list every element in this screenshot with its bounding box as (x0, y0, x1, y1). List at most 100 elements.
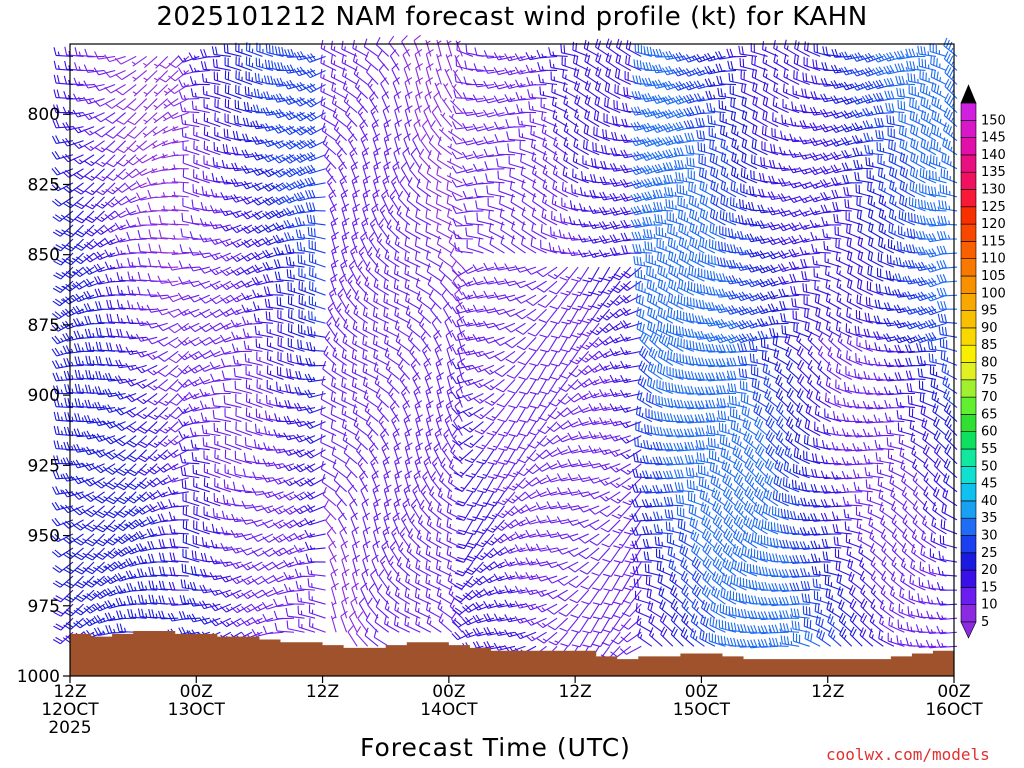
wind-barb (287, 337, 305, 352)
wind-barb (114, 572, 137, 582)
wind-barb (920, 123, 937, 142)
wind-barb (494, 121, 516, 130)
wind-barb (163, 84, 179, 96)
wind-barb (104, 587, 126, 597)
wind-barb (535, 463, 558, 472)
wind-barb (388, 35, 400, 57)
wind-barb (483, 350, 505, 360)
wind-barb (201, 73, 221, 86)
wind-barb (252, 104, 273, 114)
wind-barb (556, 561, 579, 571)
wind-barb (331, 601, 337, 619)
wind-barb (209, 602, 232, 612)
wind-barb (558, 603, 579, 617)
wind-barb (893, 50, 915, 60)
wind-barb (525, 294, 547, 307)
wind-barb (589, 533, 611, 546)
wind-barb (923, 458, 937, 479)
wind-barb (746, 306, 768, 316)
wind-barb (84, 315, 105, 325)
wind-barb (116, 259, 137, 268)
wind-barb (251, 196, 274, 206)
wind-barb (158, 393, 179, 406)
wind-barb (495, 146, 516, 156)
wind-barb (652, 189, 673, 199)
wind-barb (157, 501, 179, 510)
wind-barb (126, 505, 148, 517)
colorbar-swatch (960, 552, 977, 571)
wind-barb (751, 154, 768, 170)
wind-barb (537, 294, 558, 309)
wind-barb (436, 151, 453, 170)
wind-barb (352, 320, 368, 338)
wind-barb (557, 393, 579, 405)
x-tick-label: 2025 (48, 718, 91, 738)
wind-barb (84, 399, 105, 409)
wind-barb (114, 210, 137, 219)
wind-barb (571, 266, 590, 282)
wind-barb (473, 176, 494, 185)
wind-barb (73, 182, 95, 195)
wind-barb (830, 164, 852, 174)
wind-barb (84, 575, 105, 588)
wind-barb (295, 229, 316, 240)
wind-barb (136, 192, 158, 201)
wind-barb (567, 432, 589, 441)
wind-barb (126, 449, 148, 463)
wind-barb (507, 143, 526, 156)
wind-barb (404, 237, 421, 254)
wind-barb (465, 227, 484, 240)
wind-barb (899, 166, 916, 184)
wind-barb (171, 138, 189, 144)
wind-barb (192, 184, 210, 198)
wind-barb (262, 261, 284, 271)
wind-barb (515, 308, 537, 320)
wind-barb (251, 616, 274, 625)
wind-barb (293, 191, 316, 202)
wind-barb (93, 251, 116, 261)
wind-barb (189, 427, 210, 437)
wind-barb (527, 322, 547, 337)
wind-barb (104, 612, 126, 622)
wind-barb (167, 462, 189, 471)
wind-barb (571, 294, 590, 311)
wind-barb (336, 498, 348, 521)
colorbar-swatch (960, 241, 977, 259)
wind-barb (600, 144, 621, 156)
wind-barb (654, 410, 673, 423)
wind-barb (147, 463, 169, 475)
wind-barb (473, 63, 494, 72)
wind-barb (561, 308, 579, 325)
wind-barb (579, 187, 600, 198)
wind-barb (304, 491, 326, 500)
wind-barb (116, 313, 137, 324)
wind-barb (84, 210, 105, 224)
wind-barb (321, 375, 337, 394)
wind-barb (941, 152, 958, 170)
wind-barb (320, 109, 337, 128)
wind-barb (528, 336, 548, 352)
wind-barb (567, 547, 589, 558)
wind-barb (168, 70, 190, 82)
wind-barb (451, 179, 474, 188)
wind-barb (419, 317, 432, 338)
wind-barb (518, 379, 537, 395)
wind-barb (615, 38, 632, 57)
wind-barb (472, 319, 495, 328)
wind-barb (240, 196, 263, 205)
wind-barb (203, 506, 221, 521)
colorbar-label: 150 (981, 113, 1006, 128)
wind-barb (273, 259, 295, 268)
wind-barb (84, 154, 105, 167)
wind-barb (106, 327, 126, 338)
wind-barb (420, 330, 432, 352)
wind-barb (272, 561, 295, 570)
wind-barb (539, 337, 558, 353)
wind-barb (609, 477, 632, 489)
wind-barb (162, 126, 179, 134)
wind-barb (274, 622, 295, 633)
wind-barb (63, 547, 84, 560)
wind-barb (306, 214, 326, 226)
colorbar-label: 25 (981, 546, 998, 561)
wind-barb (161, 140, 179, 147)
